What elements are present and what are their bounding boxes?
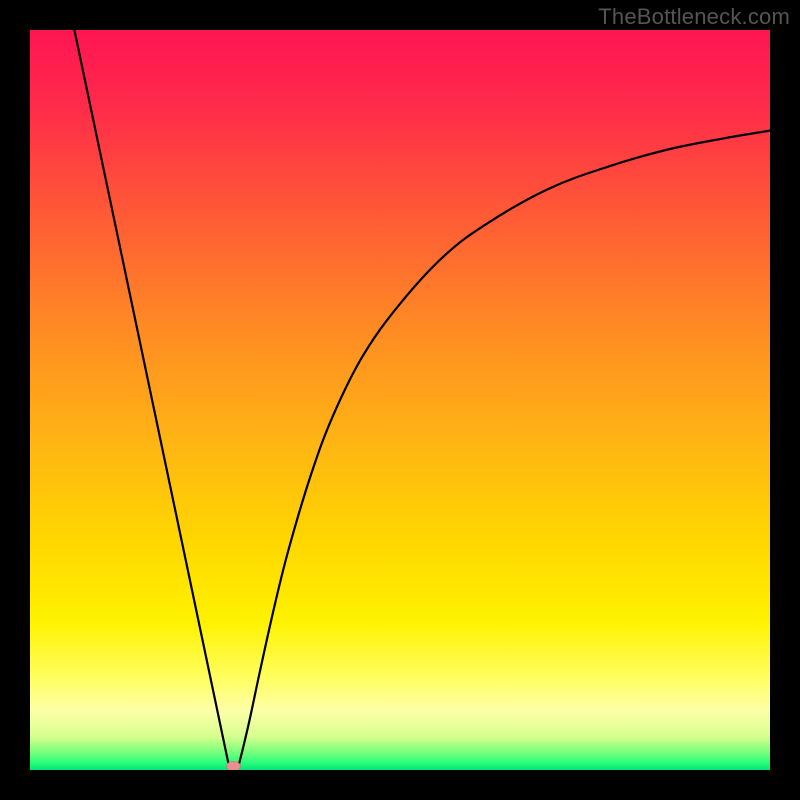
chart-svg — [30, 30, 770, 770]
vertex-marker — [227, 761, 241, 770]
plot-background — [30, 30, 770, 770]
chart-root: TheBottleneck.com — [0, 0, 800, 800]
plot-area — [30, 30, 770, 770]
watermark-text: TheBottleneck.com — [598, 4, 790, 30]
